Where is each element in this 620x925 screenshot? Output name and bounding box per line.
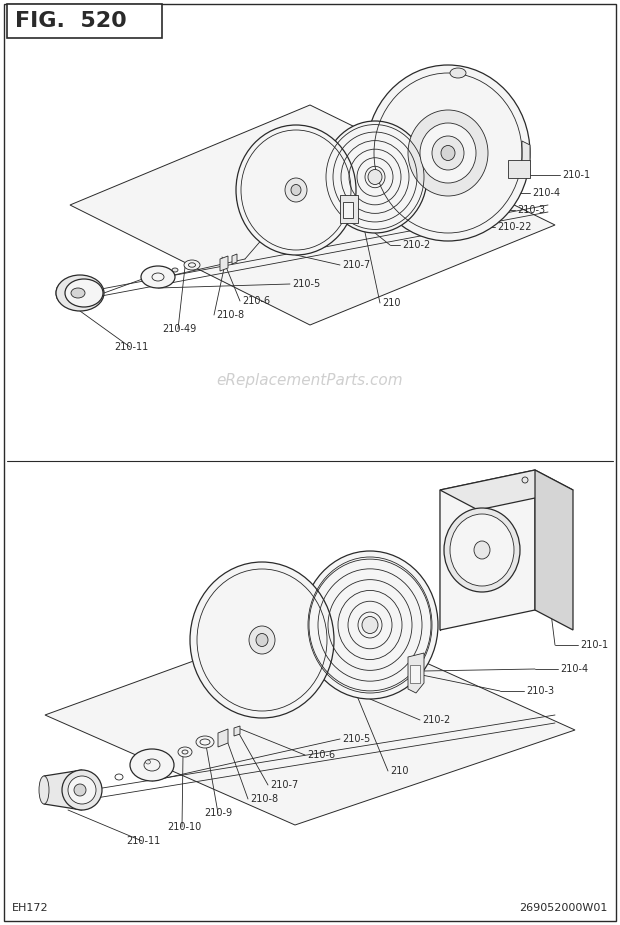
Bar: [410, 665, 420, 683]
Text: 210-10: 210-10: [167, 822, 202, 832]
Ellipse shape: [444, 508, 520, 592]
Ellipse shape: [68, 776, 96, 804]
Text: 210-11: 210-11: [114, 342, 148, 352]
Ellipse shape: [368, 169, 382, 184]
Ellipse shape: [256, 634, 268, 647]
Ellipse shape: [74, 784, 86, 796]
Ellipse shape: [172, 268, 178, 272]
Ellipse shape: [302, 551, 438, 699]
Text: 210-5: 210-5: [292, 279, 321, 289]
Text: 210-3: 210-3: [526, 686, 554, 696]
Text: 210-6: 210-6: [242, 296, 270, 306]
Polygon shape: [60, 279, 90, 307]
Ellipse shape: [236, 125, 356, 255]
Text: 210-4: 210-4: [560, 664, 588, 674]
Text: 210-2: 210-2: [402, 240, 430, 250]
Polygon shape: [522, 141, 530, 165]
Ellipse shape: [56, 275, 104, 311]
Text: 210-1: 210-1: [562, 170, 590, 180]
Ellipse shape: [432, 136, 464, 170]
Ellipse shape: [522, 477, 528, 483]
Ellipse shape: [362, 616, 378, 634]
Ellipse shape: [71, 288, 85, 298]
Ellipse shape: [285, 178, 307, 202]
Text: EH172: EH172: [12, 903, 48, 913]
Text: 210-49: 210-49: [162, 324, 197, 334]
Ellipse shape: [184, 260, 200, 270]
Ellipse shape: [249, 626, 275, 654]
Polygon shape: [408, 653, 424, 693]
Ellipse shape: [366, 65, 530, 241]
Polygon shape: [220, 256, 228, 271]
Ellipse shape: [291, 184, 301, 195]
Text: 210-5: 210-5: [342, 734, 370, 744]
Text: 210-2: 210-2: [422, 715, 450, 725]
Polygon shape: [440, 470, 573, 510]
Text: 210-7: 210-7: [270, 780, 298, 790]
Text: 210-9: 210-9: [204, 808, 232, 818]
Text: 210-6: 210-6: [307, 750, 335, 760]
Text: 210-11: 210-11: [126, 836, 160, 846]
Text: 269052000W01: 269052000W01: [520, 903, 608, 913]
Text: 210-7: 210-7: [342, 260, 370, 270]
Text: 210-8: 210-8: [250, 794, 278, 804]
Ellipse shape: [130, 749, 174, 781]
Polygon shape: [218, 729, 228, 747]
Polygon shape: [232, 254, 237, 264]
Ellipse shape: [178, 747, 192, 757]
Text: FIG.  520: FIG. 520: [15, 11, 126, 31]
Ellipse shape: [146, 760, 151, 764]
Text: 210: 210: [382, 298, 401, 308]
Ellipse shape: [62, 770, 102, 810]
Polygon shape: [234, 726, 240, 736]
Text: 210-3: 210-3: [517, 205, 545, 215]
Text: eReplacementParts.com: eReplacementParts.com: [216, 373, 404, 388]
Ellipse shape: [474, 541, 490, 559]
Ellipse shape: [56, 285, 64, 301]
Text: 210-8: 210-8: [216, 310, 244, 320]
Polygon shape: [44, 770, 82, 810]
Polygon shape: [45, 615, 575, 825]
Ellipse shape: [408, 110, 488, 196]
Text: 210: 210: [390, 766, 409, 776]
Polygon shape: [508, 160, 530, 178]
Polygon shape: [340, 195, 358, 223]
Ellipse shape: [196, 736, 214, 748]
Ellipse shape: [441, 145, 455, 161]
Ellipse shape: [65, 279, 103, 307]
Ellipse shape: [39, 776, 49, 804]
Bar: [343, 202, 353, 218]
Ellipse shape: [450, 514, 514, 586]
Text: 210-22: 210-22: [497, 222, 531, 232]
Polygon shape: [440, 470, 535, 630]
Ellipse shape: [450, 68, 466, 78]
Polygon shape: [70, 105, 555, 325]
Ellipse shape: [420, 123, 476, 183]
Text: 210-1: 210-1: [580, 640, 608, 650]
Ellipse shape: [190, 562, 334, 718]
Text: 210-4: 210-4: [532, 188, 560, 198]
Bar: [7, 4, 162, 38]
Ellipse shape: [323, 121, 427, 233]
Polygon shape: [535, 470, 573, 630]
Ellipse shape: [141, 266, 175, 288]
